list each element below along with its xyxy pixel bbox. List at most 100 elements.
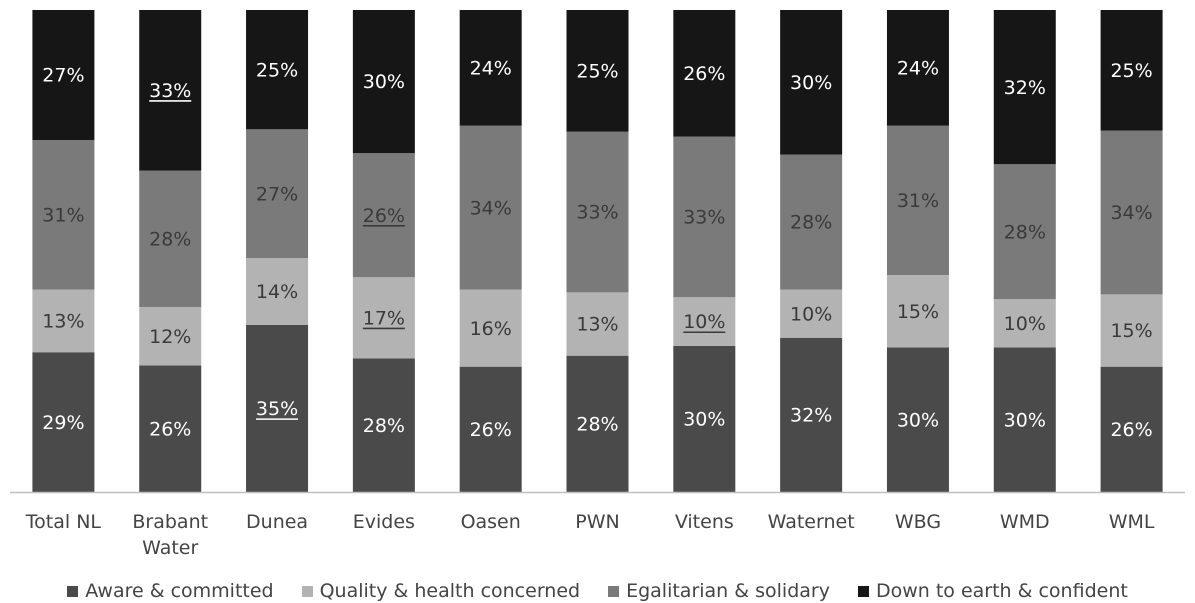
data-label-down-to-earth-confident-dunea: 25% (256, 59, 298, 81)
bar-segment-aware-committed-wml (1100, 366, 1163, 492)
bar-segment-quality-health-concerned-brabant-water (139, 306, 202, 366)
bar-segment-down-to-earth-confident-wmd (993, 10, 1056, 165)
bar-segment-quality-health-concerned-total-nl (32, 289, 95, 353)
bar-segment-quality-health-concerned-wbg (886, 275, 949, 348)
bar-segment-egalitarian-solidary-wml (1100, 130, 1163, 295)
chart-legend: Aware & committed Quality & health concer… (0, 580, 1195, 602)
bar-segment-aware-committed-wmd (993, 347, 1056, 492)
data-label-quality-health-concerned-total-nl: 13% (42, 311, 84, 333)
legend-swatch (301, 585, 313, 597)
data-label-aware-committed-wbg: 30% (897, 409, 939, 431)
bar-segment-egalitarian-solidary-dunea (246, 129, 309, 259)
legend-item-aware-committed: Aware & committed (67, 580, 274, 602)
legend-label: Quality & health concerned (319, 580, 581, 602)
data-label-egalitarian-solidary-wmd: 28% (1004, 221, 1046, 243)
data-label-aware-committed-wmd: 30% (1004, 409, 1046, 431)
x-tick-label-wml: WML (1109, 511, 1155, 533)
data-label-quality-health-concerned-dunea: 14% (256, 281, 298, 303)
x-tick-label-brabant-water: Brabant Water (132, 511, 208, 559)
bar-segment-down-to-earth-confident-total-nl (32, 10, 95, 141)
bar-segment-quality-health-concerned-waternet (780, 289, 843, 338)
bar-segment-aware-committed-oasen (459, 366, 522, 492)
x-tick-label-wbg: WBG (895, 511, 941, 533)
legend-label: Down to earth & confident (875, 580, 1128, 602)
data-label-quality-health-concerned-evides: 17% (363, 307, 405, 329)
data-label-quality-health-concerned-oasen: 16% (470, 318, 512, 340)
bar-segment-quality-health-concerned-vitens (673, 297, 736, 346)
x-tick-label-vitens: Vitens (675, 511, 734, 533)
bar-segment-quality-health-concerned-evides (352, 277, 415, 359)
data-label-down-to-earth-confident-vitens: 26% (683, 63, 725, 85)
data-label-down-to-earth-confident-pwn: 25% (576, 61, 618, 83)
bar-segment-down-to-earth-confident-pwn (566, 10, 629, 132)
data-label-down-to-earth-confident-wmd: 32% (1004, 77, 1046, 99)
legend-item-down-to-earth-confident: Down to earth & confident (857, 580, 1128, 602)
bar-segment-egalitarian-solidary-wmd (993, 164, 1056, 300)
x-tick-label-total-nl: Total NL (25, 511, 102, 533)
data-label-egalitarian-solidary-waternet: 28% (790, 212, 832, 234)
bar-segment-aware-committed-total-nl (32, 352, 95, 492)
data-label-quality-health-concerned-wbg: 15% (897, 301, 939, 323)
bar-segment-down-to-earth-confident-wbg (886, 10, 949, 126)
data-label-aware-committed-waternet: 32% (790, 405, 832, 427)
data-label-down-to-earth-confident-wml: 25% (1110, 60, 1152, 82)
x-tick-label-oasen: Oasen (461, 511, 521, 533)
data-label-aware-committed-dunea: 35% (256, 398, 298, 420)
data-label-aware-committed-vitens: 30% (683, 409, 725, 431)
data-label-aware-committed-pwn: 28% (576, 413, 618, 435)
data-label-aware-committed-oasen: 26% (470, 419, 512, 441)
bar-segment-down-to-earth-confident-dunea (246, 10, 309, 130)
bar-segment-down-to-earth-confident-wml (1100, 10, 1163, 131)
legend-swatch (608, 585, 620, 597)
data-label-quality-health-concerned-pwn: 13% (576, 314, 618, 336)
x-tick-label-dunea: Dunea (246, 511, 308, 533)
legend-swatch (67, 585, 79, 597)
bar-segment-aware-committed-brabant-water (139, 365, 202, 492)
data-label-down-to-earth-confident-total-nl: 27% (42, 65, 84, 87)
bar-segment-egalitarian-solidary-brabant-water (139, 170, 202, 307)
legend-label: Aware & committed (85, 580, 274, 602)
legend-item-quality-health-concerned: Quality & health concerned (301, 580, 581, 602)
bar-segment-egalitarian-solidary-total-nl (32, 140, 95, 290)
bar-segment-quality-health-concerned-wmd (993, 299, 1056, 348)
data-label-down-to-earth-confident-evides: 30% (363, 71, 405, 93)
bar-segment-egalitarian-solidary-oasen (459, 125, 522, 290)
data-label-quality-health-concerned-waternet: 10% (790, 303, 832, 325)
x-tick-label-evides: Evides (353, 511, 415, 533)
data-label-aware-committed-evides: 28% (363, 415, 405, 437)
bar-segment-egalitarian-solidary-evides (352, 153, 415, 278)
data-label-down-to-earth-confident-wbg: 24% (897, 57, 939, 79)
bar-segment-aware-committed-vitens (673, 345, 736, 492)
bar-segment-aware-committed-dunea (246, 324, 309, 492)
bar-segment-down-to-earth-confident-waternet (780, 10, 843, 155)
data-label-egalitarian-solidary-oasen: 34% (470, 197, 512, 219)
bar-segment-aware-committed-evides (352, 358, 415, 492)
data-label-egalitarian-solidary-dunea: 27% (256, 183, 298, 205)
bar-segment-down-to-earth-confident-oasen (459, 10, 522, 126)
data-label-down-to-earth-confident-oasen: 24% (470, 57, 512, 79)
data-label-egalitarian-solidary-pwn: 33% (576, 202, 618, 224)
data-label-egalitarian-solidary-vitens: 33% (683, 207, 725, 229)
data-label-down-to-earth-confident-waternet: 30% (790, 72, 832, 94)
data-label-aware-committed-wml: 26% (1110, 419, 1152, 441)
bar-segment-aware-committed-wbg (886, 347, 949, 492)
bar-segment-down-to-earth-confident-vitens (673, 10, 736, 137)
bar-segment-aware-committed-waternet (780, 337, 843, 492)
data-label-egalitarian-solidary-evides: 26% (363, 205, 405, 227)
data-label-aware-committed-total-nl: 29% (42, 412, 84, 434)
x-tick-label-waternet: Waternet (768, 511, 855, 533)
legend-label: Egalitarian & solidary (626, 580, 830, 602)
data-label-egalitarian-solidary-total-nl: 31% (42, 205, 84, 227)
data-label-quality-health-concerned-wml: 15% (1110, 320, 1152, 342)
bar-segment-quality-health-concerned-pwn (566, 292, 629, 356)
bar-segment-quality-health-concerned-oasen (459, 289, 522, 367)
bar-segment-egalitarian-solidary-pwn (566, 131, 629, 293)
data-label-egalitarian-solidary-wml: 34% (1110, 202, 1152, 224)
data-label-egalitarian-solidary-wbg: 31% (897, 190, 939, 212)
chart-plot: 29% 13% 31% 27% Total NL 26% 12% 28% 33% Brabant W… (10, 10, 1185, 559)
legend-item-egalitarian-solidary: Egalitarian & solidary (608, 580, 830, 602)
bar-segment-quality-health-concerned-wml (1100, 294, 1163, 367)
x-tick-label-pwn: PWN (575, 511, 619, 533)
legend-swatch (857, 585, 869, 597)
